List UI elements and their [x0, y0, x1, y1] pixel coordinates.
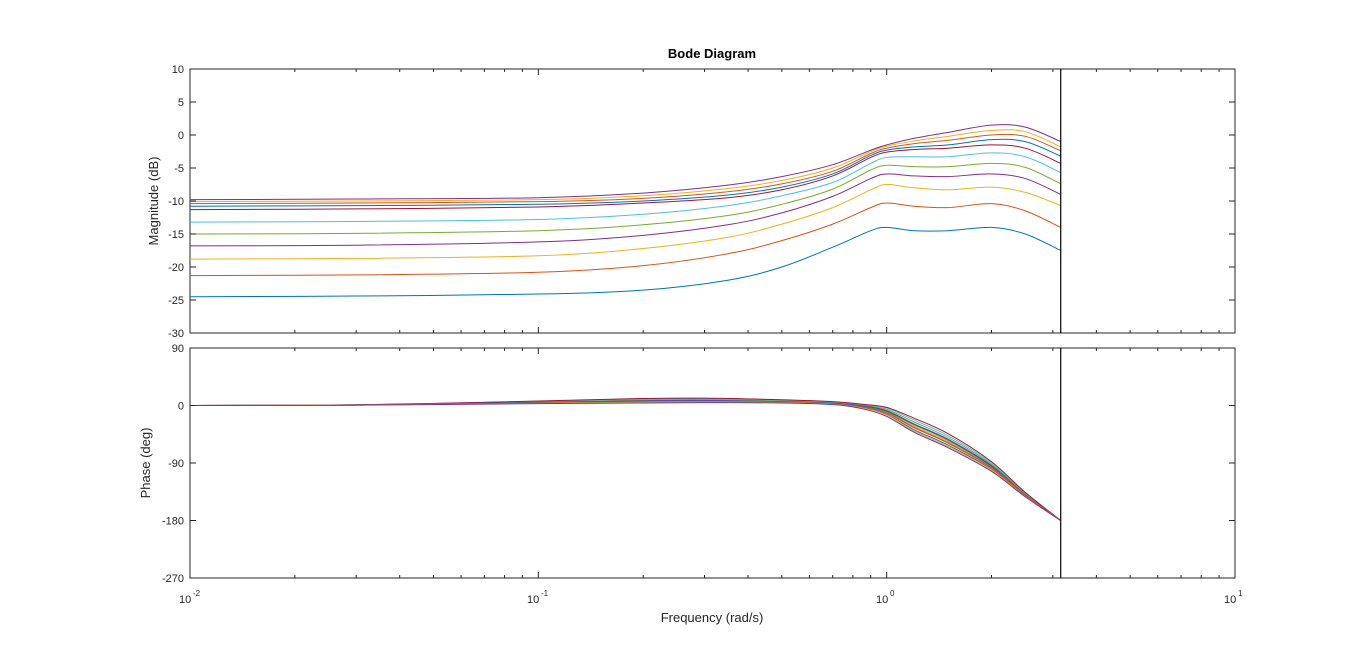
- chart-title: Bode Diagram: [668, 46, 756, 61]
- magnitude-series-group: [189, 124, 1061, 298]
- magnitude-series-line-7: [189, 144, 1061, 211]
- x-tick-label-base-1: 10: [179, 594, 191, 606]
- magnitude-series-line-4: [189, 173, 1061, 247]
- phase-ticks: 90 0 -90 -180 -270: [162, 343, 1236, 585]
- phase-series-line-11: [189, 402, 1061, 521]
- magnitude-series-line-1: [189, 226, 1061, 298]
- magnitude-series-line-2: [189, 202, 1061, 277]
- magnitude-axes[interactable]: 10 5 0 -5 -10 -15 -20 -25 -30 Magnitude (dB): [146, 64, 1236, 340]
- x-tick-label-base-3: 10: [876, 594, 888, 606]
- phase-ytick-label-2: -90: [168, 458, 184, 470]
- magnitude-series-line-10: [189, 129, 1061, 203]
- magnitude-ytick-label-2: 0: [178, 130, 184, 142]
- magnitude-ylabel: Magnitude (dB): [146, 157, 161, 246]
- magnitude-ytick-label-4: -10: [168, 196, 184, 208]
- x-tick-exp-1: -2: [193, 589, 201, 598]
- x-tick-label-base-4: 10: [1224, 594, 1236, 606]
- magnitude-ytick-label-1: 5: [178, 97, 184, 109]
- magnitude-ytick-label-5: -15: [168, 229, 184, 241]
- x-tick-exp-4: 1: [1238, 589, 1243, 598]
- phase-ytick-label-3: -180: [162, 516, 184, 528]
- magnitude-series-line-3: [189, 183, 1061, 260]
- magnitude-ytick-label-3: -5: [174, 163, 184, 175]
- x-tick-labels: 10 -2 10 -1 10 0 10 1: [179, 589, 1243, 606]
- x-tick-exp-2: -1: [541, 589, 549, 598]
- magnitude-series-line-11: [189, 124, 1061, 201]
- magnitude-series-line-5: [189, 162, 1061, 235]
- magnitude-series-line-6: [189, 152, 1061, 223]
- magnitude-ytick-label-0: 10: [172, 64, 184, 76]
- phase-axes[interactable]: 90 0 -90 -180 -270 Phase (deg): [138, 343, 1236, 585]
- phase-plot-frame: [189, 347, 1236, 579]
- x-tick-label-base-2: 10: [527, 594, 539, 606]
- magnitude-ticks: 10 5 0 -5 -10 -15 -20 -25 -30: [168, 64, 1236, 340]
- phase-series-line-7: [189, 397, 1062, 521]
- phase-ytick-label-0: 90: [172, 343, 184, 355]
- magnitude-ytick-label-8: -30: [168, 328, 184, 340]
- x-tick-exp-3: 0: [890, 589, 895, 598]
- magnitude-series-line-9: [189, 133, 1061, 205]
- frequency-xlabel: Frequency (rad/s): [661, 610, 764, 625]
- phase-ytick-label-1: 0: [178, 401, 184, 413]
- magnitude-ytick-label-7: -25: [168, 295, 184, 307]
- phase-ytick-label-4: -270: [162, 573, 184, 585]
- magnitude-series-line-8: [189, 138, 1061, 207]
- phase-ylabel: Phase (deg): [138, 428, 153, 499]
- phase-series-group: [189, 397, 1062, 521]
- magnitude-ytick-label-6: -20: [168, 262, 184, 274]
